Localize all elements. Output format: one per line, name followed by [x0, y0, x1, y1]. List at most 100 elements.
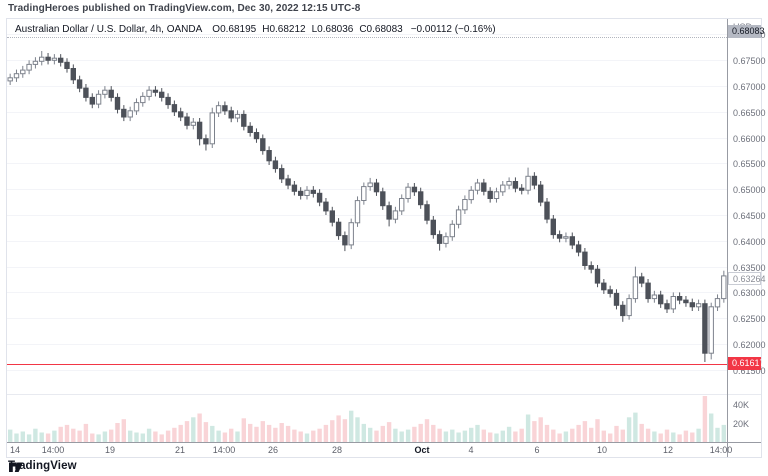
candle: [298, 190, 304, 196]
volume-bar: [570, 428, 575, 442]
legend-o-value: O0.68195: [212, 24, 257, 35]
volume-bar: [702, 396, 708, 442]
price-axis-label: 0.61500: [733, 366, 766, 376]
candle: [367, 182, 373, 188]
candle: [443, 236, 449, 244]
volume-bar: [342, 419, 348, 442]
volume-bar: [165, 430, 171, 442]
volume-bar: [437, 428, 442, 442]
candle: [51, 57, 58, 61]
candle: [234, 113, 241, 119]
tradingview-attribution[interactable]: TradingView: [8, 460, 77, 472]
candle: [424, 204, 430, 221]
candle: [708, 306, 714, 354]
candle: [563, 236, 569, 239]
volume-bar: [279, 423, 284, 442]
volume-bar: [153, 431, 158, 442]
candle: [525, 175, 531, 191]
candle: [556, 234, 563, 239]
volume-bar: [235, 431, 240, 442]
candle: [658, 294, 664, 305]
volume-bar: [102, 431, 108, 442]
candlestick-series: [7, 51, 727, 362]
legend-c-value: C0.68083: [359, 24, 403, 35]
candle: [380, 191, 386, 207]
volume-bar: [292, 429, 297, 442]
candle: [127, 110, 133, 118]
candle: [430, 219, 437, 236]
candle: [316, 192, 323, 203]
volume-bar: [374, 430, 379, 442]
candle: [519, 187, 525, 191]
last-price-badge: 0.68083: [728, 25, 765, 38]
volume-bar: [140, 433, 145, 442]
price-axis[interactable]: USD 0.680000.675000.670000.665000.660000…: [728, 19, 766, 442]
candle: [190, 121, 197, 126]
candle: [247, 125, 253, 134]
candle: [241, 113, 247, 127]
volume-bar: [33, 428, 38, 442]
candle: [196, 121, 203, 140]
candle: [13, 73, 20, 79]
volume-bar: [191, 417, 196, 442]
candle: [670, 296, 676, 310]
volume-bar: [494, 433, 499, 442]
volume-pane[interactable]: [7, 395, 727, 442]
candle: [405, 186, 411, 199]
volume-bar: [349, 410, 354, 442]
candle: [279, 168, 285, 180]
volume-axis-label: 20K: [733, 419, 750, 429]
volume-bar: [134, 432, 139, 442]
alert-price-badge: 0.61617: [728, 357, 765, 370]
candle: [373, 182, 380, 193]
candle: [323, 201, 329, 212]
volume-bar: [614, 425, 619, 442]
candle: [215, 105, 222, 114]
price-axis-label: 0.66500: [733, 108, 766, 118]
candle: [676, 296, 683, 301]
candle: [664, 303, 670, 310]
price-axis-border: [727, 19, 728, 457]
volume-bar: [645, 428, 651, 442]
volume-bar: [336, 415, 341, 442]
candle: [506, 181, 512, 186]
candle: [487, 190, 493, 200]
grid-line: [7, 318, 727, 319]
time-axis[interactable]: 14 14:00 19 21 14:00 26 28 Oct 4 6 10 12 14:00: [7, 443, 732, 457]
candle: [361, 186, 367, 202]
grid-line: [7, 34, 727, 35]
grid-line: [7, 215, 727, 216]
legend-l-value: L0.68036: [311, 24, 354, 35]
volume-bar: [690, 432, 695, 442]
candle: [418, 191, 424, 206]
price-axis-label: 0.62000: [733, 340, 766, 350]
candle: [632, 276, 639, 300]
volume-bar: [260, 421, 265, 442]
volume-axis-label: 40K: [733, 400, 750, 410]
volume-bar: [386, 422, 392, 442]
time-axis-label: 14: [10, 445, 21, 455]
volume-bar: [671, 432, 676, 442]
candle: [481, 182, 487, 192]
volume-bar: [538, 417, 543, 442]
candle: [348, 222, 354, 246]
price-axis-label: 0.66000: [733, 134, 766, 144]
volume-bar: [8, 429, 13, 442]
price-chart-pane[interactable]: Australian Dollar / U.S. Dollar, 4h, OAN…: [7, 19, 727, 394]
time-axis-label: 21: [174, 445, 186, 455]
grid-line: [7, 60, 727, 61]
time-axis-label: 6: [534, 445, 540, 455]
candle: [645, 282, 651, 300]
volume-bar: [368, 427, 373, 442]
alert-price-line[interactable]: [7, 364, 727, 365]
time-axis-label: Oct: [414, 445, 430, 455]
candle: [102, 89, 108, 95]
volume-bar: [563, 431, 569, 442]
candle: [493, 191, 500, 200]
volume-bar: [721, 424, 726, 442]
candle: [569, 236, 575, 246]
candle: [695, 303, 702, 308]
candle: [594, 268, 601, 284]
volume-bar: [71, 428, 76, 442]
candle: [651, 294, 658, 300]
